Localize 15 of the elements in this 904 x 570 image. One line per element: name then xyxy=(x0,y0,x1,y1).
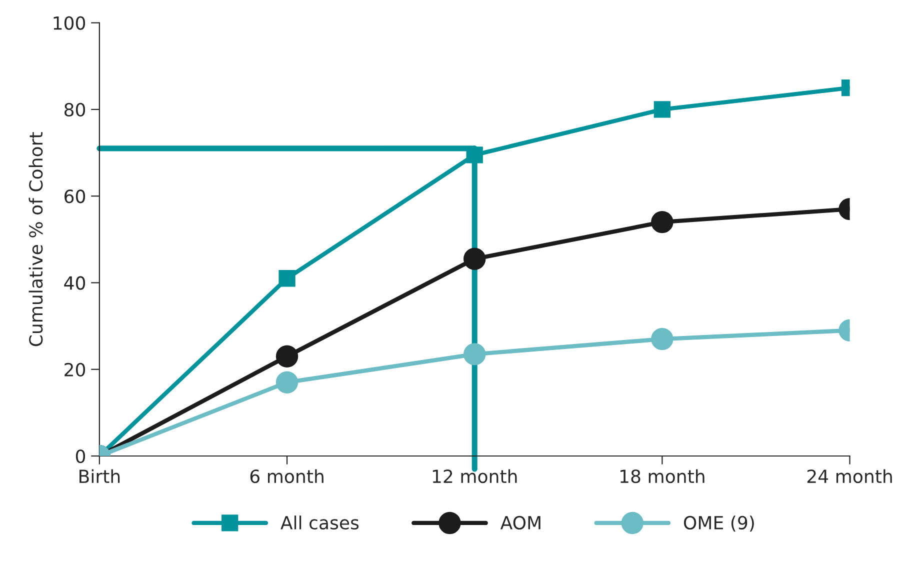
x-tick-label: Birth xyxy=(80,469,120,483)
legend-label: OME (9) xyxy=(684,516,754,532)
y-tick-label: 0 xyxy=(76,449,86,464)
y-tick-label: 100 xyxy=(54,16,86,30)
y-tick-label: 60 xyxy=(64,190,86,204)
y-axis-title: Cumulative % of Cohort xyxy=(28,132,43,346)
x-tick-label: 12 month xyxy=(432,469,517,484)
legend-label: AOM xyxy=(500,516,540,530)
y-tick-label: 80 xyxy=(64,102,86,117)
y-tick-label: 20 xyxy=(64,362,86,376)
y-tick-label: 40 xyxy=(64,276,86,290)
x-tick-label: 6 month xyxy=(250,469,324,484)
legend-label: All cases xyxy=(280,516,359,530)
x-tick-label: 18 month xyxy=(620,469,704,484)
x-tick-label: 24 month xyxy=(807,469,892,484)
